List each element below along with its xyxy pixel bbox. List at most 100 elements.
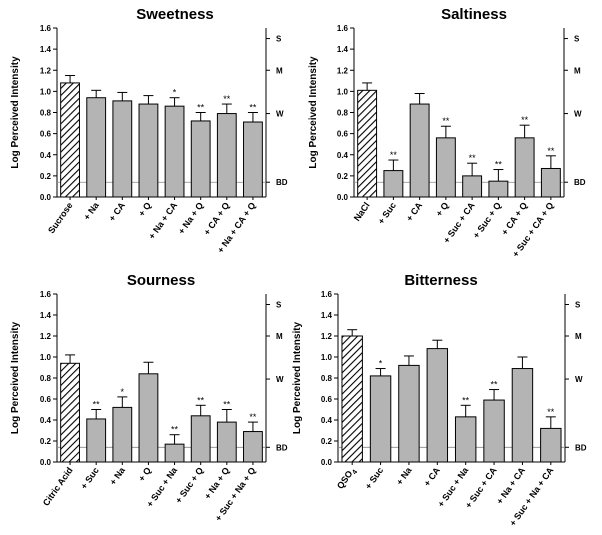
category-label: NaCl	[352, 200, 372, 223]
y-tick-label: 1.4	[40, 311, 52, 320]
bar	[426, 348, 449, 463]
category-label: + CA	[404, 200, 424, 223]
y-tick-label: 1.2	[40, 66, 52, 75]
significance-marker: **	[521, 115, 529, 125]
category-label: + Na	[108, 465, 128, 487]
y-tick-label: 0.2	[40, 172, 52, 181]
y-tick-label: 1.6	[40, 290, 52, 299]
bar	[216, 421, 237, 463]
y-tick-label: 0.0	[321, 458, 333, 467]
reference-label-m: M	[574, 66, 581, 75]
bar	[540, 427, 562, 463]
y-tick-label: 0.6	[337, 130, 349, 139]
chart-panel-bitterness: Bitterness Log Perceived Intensity 0.0 0.2 0…	[292, 272, 587, 528]
category-label: Sucrose	[46, 200, 75, 235]
chart-title: Sweetness	[136, 6, 214, 23]
bar	[462, 175, 483, 198]
bar	[243, 121, 263, 198]
reference-label-bd: BD	[574, 178, 586, 187]
y-tick-label: 1.4	[321, 311, 333, 320]
bar	[112, 406, 133, 463]
y-tick-label: 0.4	[40, 151, 52, 160]
y-tick-label: 1.2	[337, 66, 349, 75]
bar	[164, 443, 185, 463]
reference-label-bd: BD	[276, 178, 288, 187]
bar	[341, 335, 363, 463]
y-tick-label: 0.0	[40, 458, 52, 467]
reference-label-s: S	[575, 301, 581, 310]
bar	[514, 137, 535, 198]
significance-marker: **	[93, 400, 101, 410]
category-label: + CA	[422, 465, 442, 488]
y-axis-label: Log Perceived Intensity	[308, 56, 319, 169]
bar	[190, 415, 211, 463]
y-tick-label: 0.4	[40, 416, 52, 425]
y-tick-label: 0.8	[321, 374, 333, 383]
y-tick-label: 1.0	[40, 87, 52, 96]
y-tick-label: 0.6	[40, 395, 52, 404]
significance-marker: **	[495, 160, 503, 170]
bar	[488, 180, 509, 198]
category-label: + Na	[394, 465, 414, 487]
y-tick-label: 0.4	[337, 151, 349, 160]
bar	[60, 362, 80, 463]
y-tick-label: 1.2	[40, 332, 52, 341]
category-label: + Q	[136, 465, 153, 483]
chart-panel-sourness: Sourness Log Perceived Intensity 0.0 0.2 0.4…	[10, 272, 288, 523]
bar	[190, 120, 211, 198]
y-tick-label: 0.8	[40, 109, 52, 118]
bar	[383, 170, 404, 198]
bar	[435, 137, 456, 198]
bar	[164, 105, 185, 198]
y-tick-label: 0.0	[40, 193, 52, 202]
y-axis-label: Log Perceived Intensity	[292, 321, 303, 434]
y-tick-label: 1.2	[321, 332, 333, 341]
significance-marker: **	[249, 103, 257, 113]
y-tick-label: 0.8	[40, 374, 52, 383]
significance-marker: **	[547, 146, 555, 156]
significance-marker: **	[491, 380, 499, 390]
bar	[511, 368, 534, 463]
category-label: QSO4	[335, 465, 359, 492]
bar	[483, 399, 505, 463]
category-label: + Suc	[376, 200, 398, 226]
significance-marker: **	[547, 407, 555, 417]
reference-label-s: S	[276, 35, 282, 44]
category-label: + Suc	[363, 465, 385, 491]
bar	[86, 97, 107, 198]
y-tick-label: 1.6	[337, 24, 349, 33]
bar	[398, 364, 420, 463]
reference-label-w: W	[276, 110, 284, 119]
significance-marker: **	[469, 153, 477, 163]
y-tick-label: 0.6	[321, 395, 333, 404]
reference-label-m: M	[276, 332, 283, 341]
significance-marker: **	[462, 395, 470, 405]
reference-label-w: W	[575, 375, 583, 384]
y-tick-label: 0.6	[40, 130, 52, 139]
bar	[138, 103, 159, 198]
category-label: + Q	[434, 200, 451, 218]
y-tick-label: 1.6	[321, 290, 333, 299]
category-label: + Q	[136, 200, 153, 218]
bar	[409, 103, 430, 198]
significance-marker: **	[249, 412, 257, 422]
y-tick-label: 1.0	[40, 353, 52, 362]
chart-panel-saltiness: Saltiness Log Perceived Intensity 0.0 0.2 0.…	[308, 6, 586, 259]
y-tick-label: 1.0	[321, 353, 333, 362]
category-label: + CA	[107, 200, 127, 223]
significance-marker: **	[390, 150, 398, 160]
reference-label-m: M	[575, 332, 582, 341]
significance-marker: **	[223, 400, 231, 410]
y-axis-label: Log Perceived Intensity	[10, 321, 21, 434]
significance-marker: **	[197, 103, 205, 113]
reference-label-bd: BD	[276, 443, 288, 452]
reference-label-bd: BD	[575, 443, 587, 452]
reference-label-m: M	[276, 66, 283, 75]
bar	[216, 113, 237, 198]
bar	[454, 416, 477, 463]
chart-title: Sourness	[127, 272, 195, 289]
y-tick-label: 0.2	[321, 437, 333, 446]
y-tick-label: 0.0	[337, 193, 349, 202]
significance-marker: *	[173, 88, 177, 98]
